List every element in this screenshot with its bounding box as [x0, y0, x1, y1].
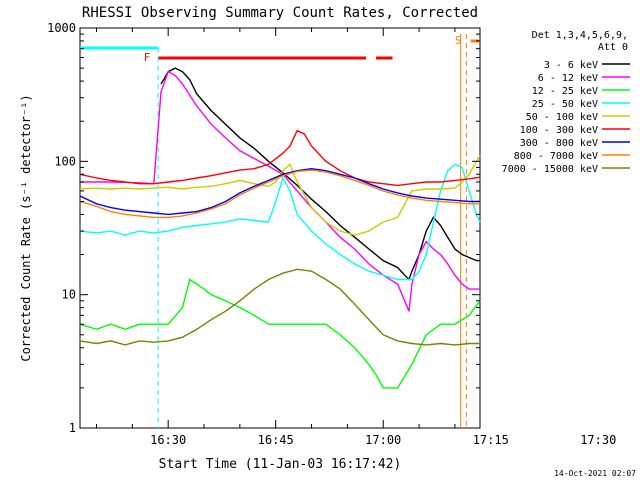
x-tick-label: 17:00	[365, 433, 401, 447]
series-100-300-kev	[79, 129, 481, 187]
y-tick-label: 1	[69, 421, 76, 435]
series-6-12-kev	[80, 70, 480, 312]
legend-label: 25 - 50 keV	[532, 99, 598, 110]
legend-header-line: Att 0	[598, 42, 628, 53]
legend-label: 300 - 800 keV	[520, 138, 598, 149]
timestamp: 14-Oct-2021 02:07	[554, 469, 636, 478]
x-tick-label: 16:45	[258, 433, 294, 447]
legend-header: Det 1,3,4,5,6,9,Att 0	[532, 30, 628, 53]
legend-label: 3 - 6 keV	[544, 60, 598, 71]
legend-label: 800 - 7000 keV	[514, 151, 598, 162]
y-tick-label: 1000	[47, 21, 76, 35]
series-300-800-kev	[79, 167, 480, 216]
x-tick-label: 17:30	[580, 433, 616, 447]
saa-flag-label: S	[455, 34, 462, 47]
legend-label: 50 - 100 keV	[526, 112, 598, 123]
x-tick-label: 16:30	[150, 433, 186, 447]
series-25-50-kev	[79, 163, 481, 281]
plot-frame	[79, 27, 481, 429]
y-axis-label: Corrected Count Rate (s⁻¹ detector⁻¹)	[19, 94, 33, 361]
x-axis-label: Start Time (11-Jan-03 16:17:42)	[159, 457, 402, 472]
series-layer	[79, 67, 481, 389]
series-12-25-kev	[79, 278, 481, 389]
chart-title: RHESSI Observing Summary Count Rates, Co…	[82, 5, 478, 21]
legend-header-line: Det 1,3,4,5,6,9,	[532, 30, 628, 41]
series-800-7000-kev	[79, 169, 480, 219]
y-tick-label: 10	[62, 288, 76, 302]
legend-label: 12 - 25 keV	[532, 86, 598, 97]
legend-label: 100 - 300 keV	[520, 125, 598, 136]
x-tick-label: 17:15	[473, 433, 509, 447]
y-tick-label: 100	[54, 154, 76, 168]
series-7000-15000-kev	[79, 268, 480, 346]
legend-label: 6 - 12 keV	[538, 73, 598, 84]
flare-flag-label: F	[144, 51, 151, 64]
series-50-100-kev	[79, 155, 481, 236]
legend-label: 7000 - 15000 keV	[502, 164, 598, 175]
legend: 3 - 6 keV 6 - 12 keV 12 - 25 keV 25 - 50 ke…	[502, 60, 630, 175]
series-3-6-kev	[160, 67, 480, 281]
y-axis: 1 10 100 1000	[47, 21, 480, 435]
